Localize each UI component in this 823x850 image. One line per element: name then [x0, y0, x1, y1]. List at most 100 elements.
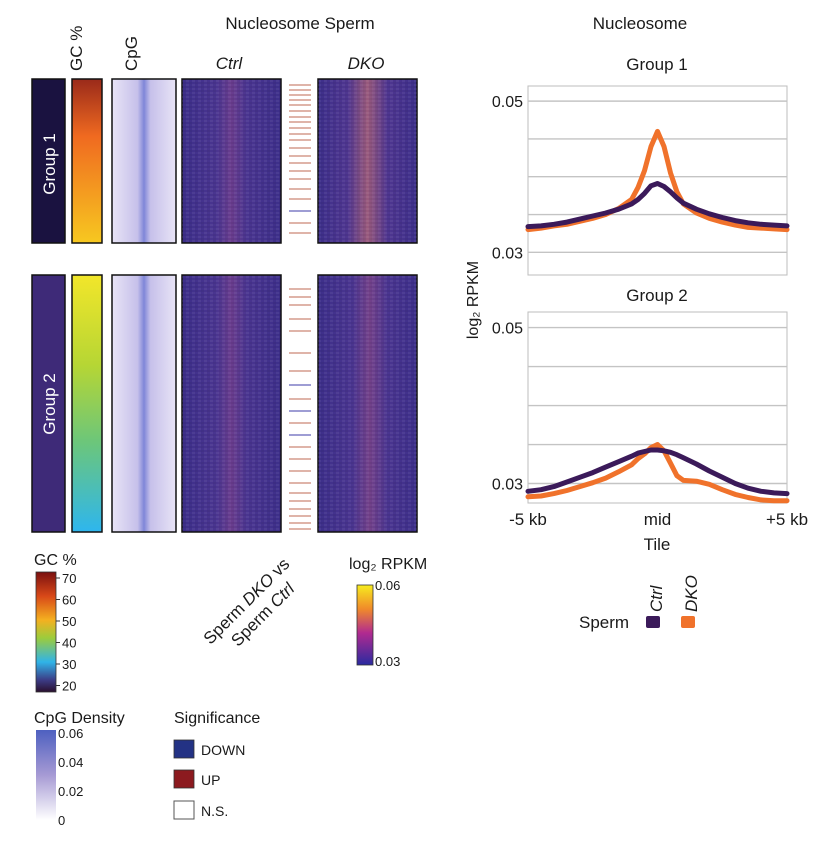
significance-stripe — [289, 318, 311, 320]
cpg-legend-bar — [36, 730, 56, 820]
group-2-bar — [31, 274, 66, 533]
heatmap-title: Nucleosome Sperm — [225, 14, 374, 33]
cpg-heatmap-group-1 — [111, 78, 177, 244]
significance-stripe — [289, 178, 311, 180]
significance-stripe — [289, 458, 311, 460]
legend-title: Sperm — [579, 613, 629, 632]
legend-dko-swatch — [681, 616, 695, 628]
y-axis-label: log₂ RPKM — [465, 261, 482, 339]
significance-stripe — [289, 110, 311, 112]
y-tick-label: 0.05 — [492, 94, 523, 111]
gc-annotation-label: GC % — [67, 26, 86, 71]
gc-legend-title: GC % — [34, 552, 77, 569]
panel-title: Group 2 — [626, 286, 687, 305]
y-tick-label: 0.03 — [492, 245, 523, 262]
significance-stripe — [289, 162, 311, 164]
significance-stripe — [289, 352, 311, 354]
significance-stripe — [289, 370, 311, 372]
significance-stripe — [289, 500, 311, 502]
ctrl-column-label: Ctrl — [216, 54, 244, 73]
gc-legend-ticks: 70 60 50 40 30 20 — [56, 571, 76, 694]
series-line-ctrl — [525, 181, 790, 230]
cpg-annotation-label: CpG — [122, 36, 141, 71]
gc-tick-label: 20 — [62, 679, 76, 694]
cpg-tick-label: 0.04 — [58, 755, 83, 770]
x-tick-label: mid — [644, 510, 671, 529]
legend-dko-label: DKO — [682, 575, 701, 612]
significance-stripe — [289, 94, 311, 96]
group-1-label: Group 1 — [40, 133, 59, 194]
x-tick-labels: -5 kb mid +5 kb — [509, 510, 808, 529]
gc-strip-group-2 — [71, 274, 103, 533]
significance-stripe — [289, 127, 311, 129]
cpg-tick-label: 0.02 — [58, 784, 83, 799]
significance-stripe — [289, 170, 311, 172]
significance-stripe — [289, 139, 311, 141]
rpkm-legend-bar — [356, 584, 374, 666]
group-2-label: Group 2 — [40, 373, 59, 434]
gc-tick-label: 40 — [62, 636, 76, 651]
significance-stripe — [289, 121, 311, 123]
significance-stripe — [289, 232, 311, 234]
dko-column-label: DKO — [348, 54, 385, 73]
significance-stripe — [289, 434, 311, 436]
significance-stripe — [289, 210, 311, 212]
significance-title: Significance — [174, 710, 260, 727]
significance-stripe — [289, 89, 311, 91]
rpkm-legend-title: log₂ RPKM — [349, 556, 427, 573]
comparison-label: Sperm DKO vs Sperm Ctrl — [200, 554, 299, 650]
line-panels: Group 1 0.05 0.03 Group 2 0.05 0.03 — [492, 55, 790, 504]
significance-stripe — [289, 222, 311, 224]
significance-stripe — [289, 155, 311, 157]
chart-title: Nucleosome — [593, 14, 688, 33]
significance-stripe — [289, 384, 311, 386]
panel-title: Group 1 — [626, 55, 687, 74]
significance-stripe — [289, 296, 311, 298]
group-1-bar — [31, 78, 66, 244]
gc-tick-label: 60 — [62, 593, 76, 608]
significance-ns-label: N.S. — [201, 803, 228, 819]
significance-stripe — [289, 515, 311, 517]
significance-stripe — [289, 116, 311, 118]
cpg-tick-label: 0.06 — [58, 726, 83, 741]
significance-stripe — [289, 84, 311, 86]
significance-stripe — [289, 133, 311, 135]
y-tick-label: 0.05 — [492, 321, 523, 338]
ctrl-heatmap-group-2-texture — [182, 275, 281, 532]
significance-down-swatch — [173, 739, 195, 759]
legend-ctrl-swatch — [646, 616, 660, 628]
dko-heatmap-group-1-texture — [318, 79, 417, 243]
significance-stripe — [289, 304, 311, 306]
gc-tick-label: 30 — [62, 657, 76, 672]
significance-stripe — [289, 198, 311, 200]
significance-stripe — [289, 147, 311, 149]
cpg-tick-label: 0 — [58, 813, 65, 828]
gc-tick-label: 70 — [62, 571, 76, 586]
panel-2: Group 2 0.05 0.03 — [492, 286, 790, 504]
series-line-dko — [525, 442, 790, 504]
y-tick-label: 0.03 — [492, 477, 523, 494]
rpkm-legend-min: 0.03 — [375, 654, 400, 669]
cpg-heatmap-group-2 — [111, 274, 177, 533]
x-axis-label: Tile — [644, 535, 671, 554]
significance-stripe — [289, 482, 311, 484]
series-line-ctrl — [525, 447, 790, 497]
significance-stripe — [289, 446, 311, 448]
gc-tick-label: 50 — [62, 614, 76, 629]
significance-stripe — [289, 422, 311, 424]
significance-stripe — [289, 288, 311, 290]
significance-stripe — [289, 398, 311, 400]
significance-stripe — [289, 104, 311, 106]
ctrl-heatmap-group-1-texture — [182, 79, 281, 243]
cpg-legend-title: CpG Density — [34, 710, 125, 727]
x-tick-label: -5 kb — [509, 510, 547, 529]
significance-stripe — [289, 528, 311, 530]
gc-legend-bar — [35, 571, 57, 693]
cpg-legend-ticks: 0.06 0.04 0.02 0 — [58, 726, 83, 828]
significance-stripe — [289, 492, 311, 494]
panel-frame — [527, 311, 788, 504]
significance-stripe — [289, 470, 311, 472]
significance-stripe — [289, 330, 311, 332]
significance-stripe — [289, 99, 311, 101]
